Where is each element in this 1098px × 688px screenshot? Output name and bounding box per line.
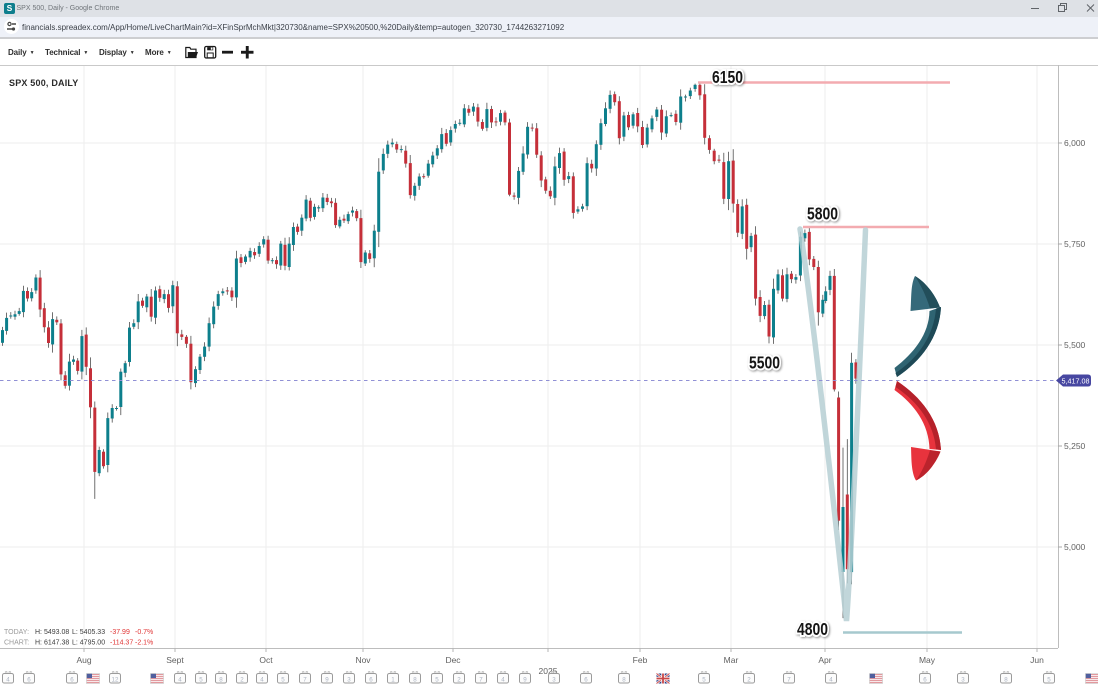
svg-text:2025: 2025	[539, 666, 558, 676]
svg-text:2: 2	[457, 676, 461, 683]
svg-text:7: 7	[479, 676, 483, 683]
svg-text:5800: 5800	[807, 204, 838, 224]
svg-text:May: May	[919, 655, 936, 665]
svg-text:5: 5	[702, 676, 706, 683]
svg-text:H: 6147.38: H: 6147.38	[35, 640, 69, 647]
svg-text:3: 3	[552, 676, 556, 683]
svg-text:4: 4	[829, 676, 833, 683]
svg-text:Nov: Nov	[355, 655, 371, 665]
svg-text:4: 4	[6, 676, 10, 683]
svg-text:SPX 500, DAILY: SPX 500, DAILY	[9, 78, 79, 88]
svg-text:Mar: Mar	[724, 655, 739, 665]
svg-text:6: 6	[27, 676, 31, 683]
svg-text:-0.7%: -0.7%	[135, 629, 153, 636]
svg-text:5: 5	[1047, 676, 1051, 683]
svg-text:6150: 6150	[712, 67, 743, 87]
svg-text:2: 2	[240, 676, 244, 683]
svg-text:4: 4	[501, 676, 505, 683]
svg-text:8: 8	[622, 676, 626, 683]
svg-text:8: 8	[219, 676, 223, 683]
svg-text:6: 6	[923, 676, 927, 683]
svg-text:5: 5	[281, 676, 285, 683]
svg-text:1: 1	[391, 676, 395, 683]
svg-text:8: 8	[1004, 676, 1008, 683]
svg-text:7: 7	[303, 676, 307, 683]
svg-text:12: 12	[112, 676, 119, 683]
svg-text:4800: 4800	[797, 619, 828, 639]
svg-text:CHART:: CHART:	[4, 640, 29, 647]
svg-text:3: 3	[961, 676, 965, 683]
svg-text:L: 4795.00: L: 4795.00	[72, 640, 105, 647]
svg-text:3: 3	[347, 676, 351, 683]
svg-text:5,500: 5,500	[1064, 340, 1086, 350]
svg-text:Sept: Sept	[166, 655, 184, 665]
svg-text:5500: 5500	[749, 353, 780, 373]
svg-text:-37.99: -37.99	[110, 629, 130, 636]
svg-text:9: 9	[325, 676, 329, 683]
svg-text:Jun: Jun	[1030, 655, 1044, 665]
svg-text:4: 4	[260, 676, 264, 683]
svg-text:2: 2	[747, 676, 751, 683]
svg-text:7: 7	[787, 676, 791, 683]
svg-text:5: 5	[199, 676, 203, 683]
svg-text:Aug: Aug	[76, 655, 91, 665]
svg-text:5,750: 5,750	[1064, 239, 1086, 249]
svg-text:5,250: 5,250	[1064, 441, 1086, 451]
svg-text:-2.1%: -2.1%	[135, 640, 153, 647]
svg-text:5: 5	[435, 676, 439, 683]
svg-text:6: 6	[70, 676, 74, 683]
svg-text:Oct: Oct	[259, 655, 273, 665]
svg-text:5,417.08: 5,417.08	[1062, 376, 1090, 385]
svg-text:L: 5405.33: L: 5405.33	[72, 629, 105, 636]
svg-text:Apr: Apr	[818, 655, 831, 665]
svg-text:Dec: Dec	[445, 655, 461, 665]
svg-text:6: 6	[584, 676, 588, 683]
svg-text:5,000: 5,000	[1064, 542, 1086, 552]
svg-text:-114.37: -114.37	[110, 640, 133, 647]
svg-text:6: 6	[369, 676, 373, 683]
svg-text:6,000: 6,000	[1064, 138, 1086, 148]
svg-text:8: 8	[413, 676, 417, 683]
svg-text:TODAY:: TODAY:	[4, 629, 29, 636]
svg-text:H: 5493.08: H: 5493.08	[35, 629, 69, 636]
svg-text:4: 4	[178, 676, 182, 683]
svg-text:9: 9	[523, 676, 527, 683]
svg-text:Feb: Feb	[633, 655, 648, 665]
